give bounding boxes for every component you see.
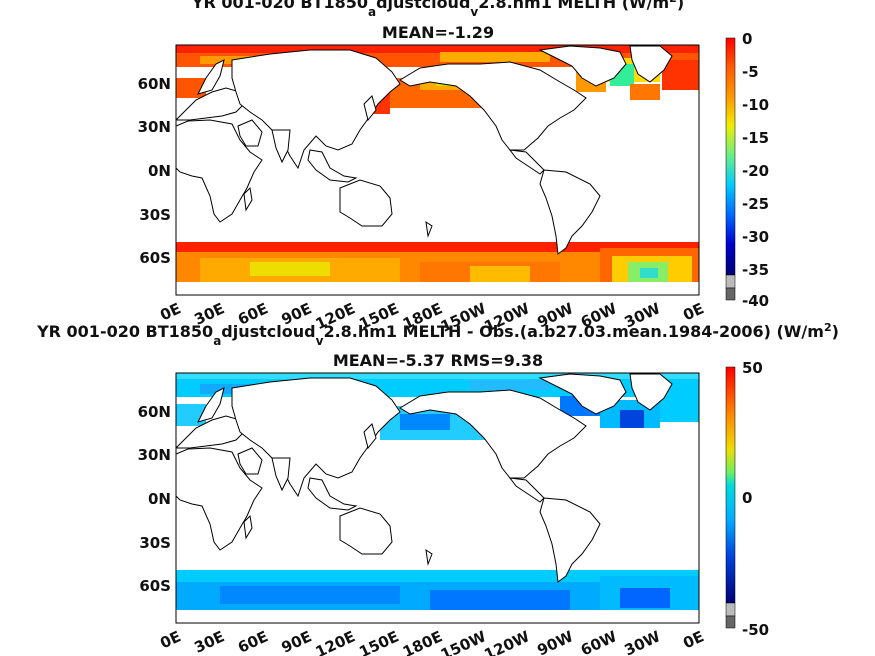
x-tick-label: 0E	[157, 627, 183, 652]
colorbar-tick-label: -20	[742, 162, 769, 180]
y-tick-label: 30N	[138, 446, 171, 464]
x-tick-label: 60W	[578, 627, 620, 656]
x-tick-label: 0E	[680, 627, 706, 652]
map-2	[176, 373, 699, 623]
y-tick-label: 60N	[138, 403, 171, 421]
y-tick-label: 30S	[139, 534, 171, 552]
x-tick-label: 0E	[157, 299, 183, 324]
x-tick-label: 180E	[400, 627, 445, 656]
colorbar-tick-label: -10	[742, 96, 769, 114]
map-1	[176, 45, 699, 295]
field-southern-2	[176, 570, 699, 623]
colorbar-tick-label: -25	[742, 195, 769, 213]
colorbar-tick-label: 0	[742, 30, 752, 48]
x-tick-label: 150W	[438, 627, 489, 656]
subtitle-2: MEAN=-5.37 RMS=9.38	[333, 351, 543, 370]
x-tick-label: 30W	[622, 627, 664, 656]
y-axis-1: 60N 30N 0N 30S 60S	[138, 75, 171, 267]
y-tick-label: 0N	[148, 162, 171, 180]
panel-melth-minus-obs: YR 001-020 BT1850adjustcloudv2.8.hm1 MEL…	[36, 321, 839, 656]
y-tick-label: 60S	[139, 577, 171, 595]
x-tick-label: 60E	[235, 627, 271, 656]
map-frame-1	[175, 44, 700, 296]
title-1: YR 001-020 BT1850adjustcloudv2.8.hm1 MEL…	[191, 0, 684, 19]
title-2: YR 001-020 BT1850adjustcloudv2.8.hm1 MEL…	[36, 321, 839, 348]
colorbar-tick-label: 50	[742, 359, 763, 377]
y-tick-label: 0N	[148, 490, 171, 508]
x-tick-label: 90W	[534, 627, 576, 656]
x-tick-label: 150E	[356, 627, 401, 656]
x-tick-label: 30E	[191, 627, 227, 656]
x-tick-label: 120W	[481, 627, 532, 656]
field-southern-1	[176, 242, 699, 295]
y-tick-label: 30S	[139, 206, 171, 224]
colorbar-2: 50 0 -50	[725, 359, 769, 639]
y-tick-label: 30N	[138, 118, 171, 136]
colorbar-tick-label: -15	[742, 129, 769, 147]
x-tick-label: 120E	[313, 627, 358, 656]
colorbar-tick-label: -5	[742, 63, 759, 81]
colorbar-tick-label: -30	[742, 228, 769, 246]
map-frame-2	[175, 372, 700, 624]
colorbar-1: 0 -5 -10 -15 -20 -25 -30 -35 -40	[725, 30, 769, 310]
panel-melth: YR 001-020 BT1850adjustcloudv2.8.hm1 MEL…	[138, 0, 770, 336]
x-tick-label: 0E	[680, 299, 706, 324]
colorbar-tick-label: -35	[742, 261, 769, 279]
subtitle-1: MEAN=-1.29	[382, 23, 494, 42]
y-tick-label: 60S	[139, 249, 171, 267]
colorbar-tick-label: -40	[742, 292, 769, 310]
y-axis-2: 60N 30N 0N 30S 60S	[138, 403, 171, 595]
colorbar-tick-label: 0	[742, 489, 752, 507]
y-tick-label: 60N	[138, 75, 171, 93]
x-tick-label: 90E	[279, 627, 315, 656]
colorbar-tick-label: -50	[742, 621, 769, 639]
